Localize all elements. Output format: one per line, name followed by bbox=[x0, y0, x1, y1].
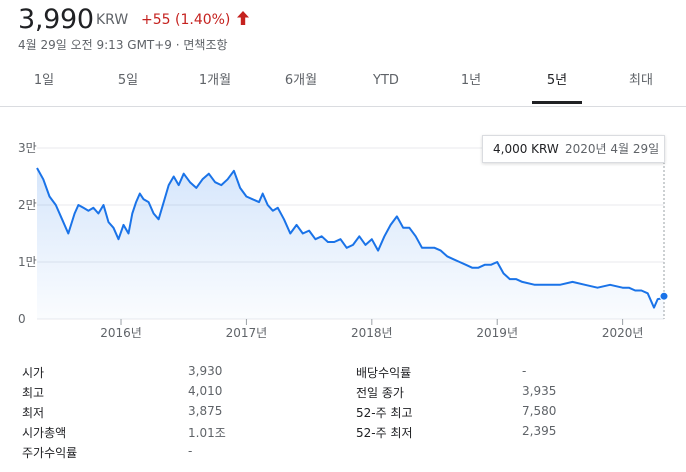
x-tick-label: 2020년 bbox=[602, 326, 644, 340]
range-tabs: 1일 5일 1개월 6개월 YTD 1년 5년 최대 bbox=[0, 62, 686, 107]
price-line bbox=[36, 167, 665, 309]
tab-1d[interactable]: 1일 bbox=[33, 73, 55, 88]
stat-label-open: 시가 bbox=[22, 366, 45, 380]
stat-value-open: 3,930 bbox=[188, 364, 223, 378]
x-tick-label: 2018년 bbox=[351, 326, 393, 340]
tab-max[interactable]: 최대 bbox=[629, 73, 653, 88]
stats-right: 배당수익률 - 전일 종가 3,935 52-주 최고 7,580 52-주 최… bbox=[356, 362, 676, 442]
stat-value-pe: - bbox=[188, 444, 193, 458]
up-arrow-icon bbox=[237, 11, 249, 25]
tab-ytd[interactable]: YTD bbox=[373, 73, 399, 88]
stat-row: 최저 3,875 bbox=[22, 402, 342, 422]
stat-label-prev-close: 전일 종가 bbox=[356, 386, 404, 400]
tab-1m[interactable]: 1개월 bbox=[198, 73, 232, 88]
currency-code: KRW bbox=[96, 12, 129, 28]
quote-timestamp: 4월 29일 오전 9:13 GMT+9 · 면책조항 bbox=[18, 38, 228, 52]
stat-value-high: 4,010 bbox=[188, 384, 223, 398]
stat-value-prev-close: 3,935 bbox=[522, 384, 557, 398]
y-tick-label: 1만 bbox=[18, 255, 37, 269]
stat-row: 최고 4,010 bbox=[22, 382, 342, 402]
x-tick-label: 2016년 bbox=[100, 326, 142, 340]
stat-value-dividend-yield: - bbox=[522, 364, 527, 378]
x-tick-label: 2019년 bbox=[476, 326, 518, 340]
stat-row: 시가총액 1.01조 bbox=[22, 422, 342, 442]
tooltip-value: 4,000 KRW bbox=[493, 142, 559, 156]
stat-label-dividend-yield: 배당수익률 bbox=[356, 366, 412, 380]
price-change: +55 (1.40%) bbox=[141, 12, 231, 28]
stat-label-52w-high: 52-주 최고 bbox=[356, 406, 413, 420]
current-price: 3,990 bbox=[18, 4, 94, 35]
stat-label-52w-low: 52-주 최저 bbox=[356, 426, 413, 440]
stat-row: 52-주 최고 7,580 bbox=[356, 402, 676, 422]
y-tick-label: 3만 bbox=[18, 141, 37, 155]
tab-1y[interactable]: 1년 bbox=[460, 73, 482, 88]
stat-label-high: 최고 bbox=[22, 386, 45, 400]
price-chart-svg: 3만 2만 1만 0 2016년 2017년 2018년 2019년 2020년 bbox=[18, 141, 669, 340]
quote-header: 3,990 KRW +55 (1.40%) 4월 29일 오전 9:13 GMT… bbox=[0, 0, 686, 58]
tab-5y[interactable]: 5년 bbox=[532, 62, 582, 104]
hover-point bbox=[659, 291, 669, 301]
stat-value-52w-low: 2,395 bbox=[522, 424, 557, 438]
x-tick-label: 2017년 bbox=[226, 326, 268, 340]
stat-label-pe: 주가수익률 bbox=[22, 446, 78, 460]
tab-5d[interactable]: 5일 bbox=[117, 73, 139, 88]
stat-label-market-cap: 시가총액 bbox=[22, 426, 67, 440]
stat-label-low: 최저 bbox=[22, 406, 45, 420]
stat-row: 전일 종가 3,935 bbox=[356, 382, 676, 402]
stat-row: 시가 3,930 bbox=[22, 362, 342, 382]
tooltip-date: 2020년 4월 29일 bbox=[565, 142, 660, 156]
chart-tooltip: 4,000 KRW 2020년 4월 29일 bbox=[482, 135, 665, 163]
y-tick-label: 0 bbox=[18, 312, 26, 326]
stats-left: 시가 3,930 최고 4,010 최저 3,875 시가총액 1.01조 주가… bbox=[22, 362, 342, 462]
y-tick-label: 2만 bbox=[18, 198, 37, 212]
tab-6m[interactable]: 6개월 bbox=[284, 73, 318, 88]
stat-row: 주가수익률 - bbox=[22, 442, 342, 462]
price-chart[interactable]: 3만 2만 1만 0 2016년 2017년 2018년 2019년 2020년 bbox=[0, 118, 686, 350]
stat-value-52w-high: 7,580 bbox=[522, 404, 557, 418]
stat-value-market-cap: 1.01조 bbox=[188, 426, 226, 440]
stat-value-low: 3,875 bbox=[188, 404, 223, 418]
price-area bbox=[37, 168, 664, 319]
stat-row: 배당수익률 - bbox=[356, 362, 676, 382]
stat-row: 52-주 최저 2,395 bbox=[356, 422, 676, 442]
